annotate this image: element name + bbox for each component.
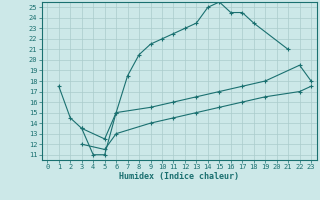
X-axis label: Humidex (Indice chaleur): Humidex (Indice chaleur) xyxy=(119,172,239,181)
